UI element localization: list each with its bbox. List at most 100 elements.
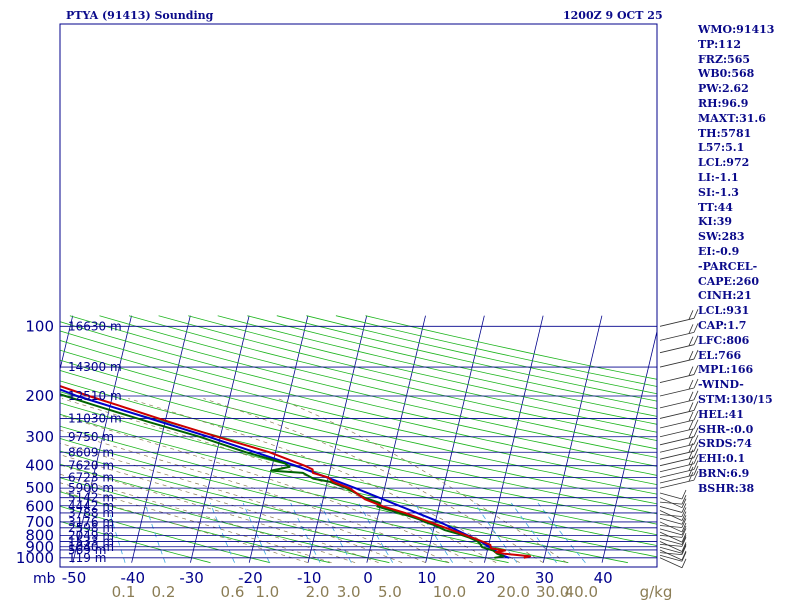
index-item: RH:96.9 [698, 96, 749, 110]
index-item: SHR-:0.0 [698, 422, 754, 436]
wind-barb [659, 435, 699, 453]
moist-adiabat-line [60, 490, 309, 564]
station-title: PTYA (91413) Sounding [66, 9, 214, 22]
moist-adiabat-line [60, 482, 332, 564]
dry-adiabat-line [60, 521, 211, 564]
index-item: SRDS:74 [698, 437, 752, 451]
height-label: 9750 m [68, 430, 114, 444]
pressure-tick-label: 700 [25, 513, 54, 531]
height-label: 2598 m [68, 521, 114, 535]
mixing-ratio-line [358, 502, 394, 563]
mixing-ratio-label: 2.0 [306, 583, 330, 600]
moist-adiabat-line [60, 454, 403, 564]
height-label: 5900 m [68, 481, 114, 495]
dry-adiabat-line [60, 425, 628, 564]
height-label: 5142 m [68, 491, 114, 505]
mixing-ratio-line [537, 502, 586, 563]
pressure-tick-label: 500 [25, 479, 54, 497]
mixing-ratio-label: 10.0 [433, 583, 466, 600]
temperature-tick-label: 10 [417, 569, 436, 587]
index-item: PW:2.62 [698, 82, 749, 96]
moist-adiabat-line [60, 464, 379, 564]
index-item: WB0:568 [698, 67, 755, 81]
mixing-ratio-label: 20.0 [497, 583, 530, 600]
temperature-tick-label: -20 [238, 569, 263, 587]
dry-adiabat-line [60, 391, 657, 536]
dry-adiabat-line [60, 450, 509, 564]
temperature-trace [60, 385, 532, 559]
dry-adiabat-line [60, 380, 657, 525]
moist-adiabat-line [60, 473, 356, 564]
dry-adiabat-line [60, 463, 450, 564]
pressure-tick-label: 800 [25, 526, 54, 544]
wind-barb [659, 309, 699, 327]
height-label: 8609 m [68, 445, 114, 459]
wind-barb [659, 465, 699, 484]
x-axis-unit-label: g/kg [640, 583, 673, 600]
moist-adiabat-line [60, 414, 473, 564]
valid-time: 1200Z 9 OCT 25 [563, 9, 663, 22]
plot-frame [59, 23, 658, 568]
mixing-ratio-label: 0.2 [152, 583, 176, 600]
moist-adiabat-line [61, 398, 497, 564]
pressure-tick-label: 900 [25, 538, 54, 556]
height-label: 16630 m [68, 319, 122, 333]
mixing-ratio-label: 30.0 [536, 583, 569, 600]
wind-barb [659, 497, 687, 509]
index-item: SW:283 [698, 230, 745, 244]
mixing-ratio-label: 5.0 [378, 583, 402, 600]
height-label: 12510 m [68, 389, 122, 403]
wind-barb [659, 552, 687, 562]
index-item: LI:-1.1 [698, 170, 739, 184]
dry-adiabat-line [60, 369, 657, 515]
mixing-ratio-label: 3.0 [337, 583, 361, 600]
stability-indices-panel: WMO:91413 TP:112 FRZ:565 WB0:568 PW:2.62 RH:9… [698, 23, 798, 497]
pressure-tick-label: 400 [25, 457, 54, 475]
index-item: EI:-0.9 [698, 244, 740, 258]
index-item: MPL:166 [698, 363, 754, 377]
height-label: 119 m [68, 551, 106, 565]
wind-barb [659, 390, 699, 409]
height-label: 569 m [68, 543, 106, 557]
background-grid [60, 315, 657, 564]
wind-barb [659, 365, 699, 383]
pressure-tick-label: 1000 [16, 549, 54, 567]
dry-adiabat-line [60, 359, 657, 505]
height-label: 2049 m [68, 528, 114, 542]
mixing-ratio-line [510, 502, 557, 563]
index-item: LCL:972 [698, 156, 750, 170]
pressure-tick-label: 300 [25, 428, 54, 446]
wind-barb [659, 419, 699, 438]
wind-barb [659, 510, 687, 521]
index-item: WMO:91413 [698, 23, 775, 36]
temperature-tick-label: 30 [535, 569, 554, 587]
pressure-tick-label: 600 [25, 497, 54, 515]
wind-barb [659, 535, 687, 545]
temperature-tick-label: 0 [363, 569, 373, 587]
height-label: 7620 m [68, 459, 114, 473]
temperature-tick-label: 20 [476, 569, 495, 587]
wind-barb [659, 460, 699, 478]
index-item: LCL:931 [698, 304, 750, 318]
height-label: 14300 m [68, 360, 122, 374]
wind-barb [659, 335, 699, 354]
index-item: L57:5.1 [698, 141, 745, 155]
dry-adiabat-line [60, 349, 657, 495]
index-item: -WIND- [698, 378, 744, 392]
wind-barb [659, 503, 687, 513]
height-label: 4442 m [68, 499, 114, 513]
wind-barb [659, 549, 687, 561]
dry-adiabat-line [60, 505, 271, 564]
moist-adiabat-line [203, 398, 544, 563]
dry-adiabat-line [60, 321, 657, 467]
wind-barb [659, 521, 687, 533]
temperature-tick-label: -40 [121, 569, 146, 587]
index-item: FRZ:565 [698, 52, 751, 66]
index-item: CAPE:260 [698, 274, 759, 288]
wind-barb [659, 410, 699, 429]
index-item: SI:-1.3 [698, 185, 739, 199]
wind-barb [659, 470, 699, 489]
isotherm-line [190, 315, 250, 563]
wind-barb [659, 495, 687, 505]
